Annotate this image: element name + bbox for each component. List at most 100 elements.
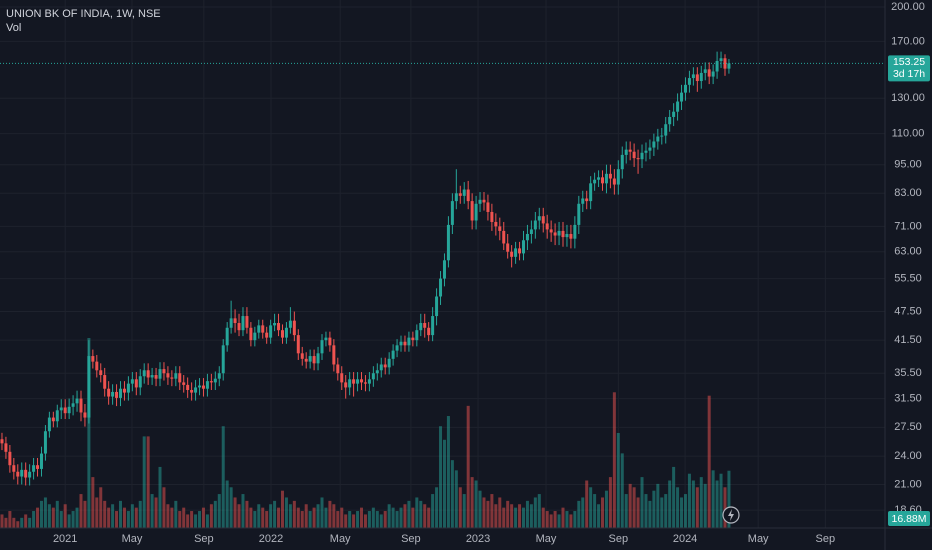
- volume-bar: [201, 507, 205, 528]
- candle-body: [213, 378, 217, 383]
- volume-bar: [387, 504, 391, 528]
- candle-body: [261, 325, 265, 333]
- volume-bar: [506, 500, 510, 528]
- candle-body: [597, 177, 601, 180]
- replay-icon[interactable]: [722, 506, 740, 524]
- volume-bar: [561, 507, 565, 528]
- candle-body: [0, 439, 4, 444]
- volume-bar: [28, 517, 32, 528]
- volume-bar: [668, 480, 672, 528]
- candle-body: [664, 124, 668, 136]
- volume-bar: [573, 511, 577, 528]
- candle-body: [691, 74, 695, 79]
- candle-body: [549, 229, 553, 233]
- candle-body: [103, 375, 107, 389]
- volume-bar: [0, 514, 4, 528]
- candle-body: [502, 230, 506, 244]
- volume-bar: [632, 487, 636, 528]
- x-tick-label: 2023: [466, 533, 490, 545]
- candle-body: [71, 403, 75, 407]
- volume-bar: [328, 500, 332, 528]
- volume-bar: [687, 473, 691, 528]
- volume-bar: [51, 507, 55, 528]
- volume-bar: [656, 483, 660, 528]
- volume-bar: [482, 497, 486, 528]
- volume-bar: [83, 500, 87, 528]
- candle-body: [332, 345, 336, 365]
- volume-bar: [360, 507, 364, 528]
- candle-body: [158, 369, 162, 379]
- volume-bar: [585, 480, 589, 528]
- volume-bar: [99, 487, 103, 528]
- candle-body: [201, 385, 205, 389]
- candle-body: [115, 391, 119, 398]
- candle-body: [316, 353, 320, 364]
- volume-bar: [111, 504, 115, 528]
- volume-bar: [67, 514, 71, 528]
- volume-bar: [55, 500, 59, 528]
- volume-bar: [166, 504, 170, 528]
- volume-bar: [403, 504, 407, 528]
- volume-bar: [150, 494, 154, 528]
- candle-body: [435, 296, 439, 317]
- volume-bar: [419, 500, 423, 528]
- candle-body: [87, 356, 91, 418]
- volume-bar: [316, 504, 320, 528]
- candle-body: [344, 382, 348, 388]
- candle-body: [273, 323, 277, 326]
- volume-bar: [190, 511, 194, 528]
- candle-body: [494, 221, 498, 227]
- volume-bar: [4, 517, 8, 528]
- volume-bar: [616, 433, 620, 528]
- candle-body: [676, 101, 680, 112]
- volume-bar: [399, 507, 403, 528]
- icon-bolt[interactable]: [728, 509, 734, 521]
- volume-bar: [170, 507, 174, 528]
- candle-body: [525, 233, 529, 241]
- y-tick-label: 21.00: [894, 478, 922, 490]
- candle-body: [107, 388, 111, 397]
- candle-body: [395, 345, 399, 351]
- volume-bar: [16, 521, 20, 528]
- volume-bar: [249, 507, 253, 528]
- volume-bar: [628, 483, 632, 528]
- volume-bar: [146, 436, 150, 528]
- candle-body: [719, 58, 723, 61]
- volume-bar: [348, 511, 352, 528]
- candle-body: [514, 248, 518, 257]
- volume-bar: [20, 517, 24, 528]
- candle-body: [466, 189, 470, 202]
- volume-bar: [221, 426, 225, 528]
- volume-bar: [158, 466, 162, 528]
- candle-body: [375, 370, 379, 374]
- volume-bar: [569, 514, 573, 528]
- candle-body: [478, 199, 482, 204]
- candle-body: [367, 379, 371, 384]
- candle-body: [111, 391, 115, 397]
- candle-body: [209, 381, 213, 383]
- volume-bar: [261, 507, 265, 528]
- y-tick-label: 71.00: [894, 220, 922, 232]
- candle-body: [648, 147, 652, 151]
- volume-bar: [277, 507, 281, 528]
- volume-bar: [478, 490, 482, 528]
- candle-body: [142, 370, 146, 377]
- volume-bar: [24, 514, 28, 528]
- candle-body: [217, 373, 221, 379]
- volume-bar: [174, 500, 178, 528]
- volume-bar: [241, 494, 245, 528]
- candle-body: [229, 318, 233, 328]
- volume-bar: [593, 494, 597, 528]
- volume-bar: [154, 497, 158, 528]
- volume-bar: [660, 497, 664, 528]
- countdown-label: 3d 17h: [893, 68, 925, 80]
- volume-bar: [253, 511, 257, 528]
- candle-body: [24, 469, 28, 478]
- candle-body: [308, 356, 312, 362]
- candle-body: [55, 410, 59, 422]
- volume-bar: [502, 507, 506, 528]
- candle-body: [703, 69, 707, 73]
- volume-bar: [707, 395, 711, 528]
- volume-bar: [577, 500, 581, 528]
- candle-body: [296, 335, 300, 354]
